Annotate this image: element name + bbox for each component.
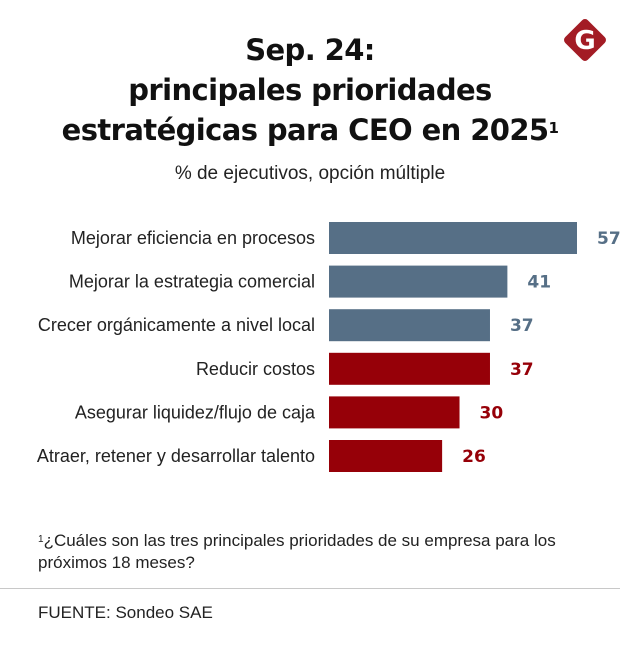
- footnote: 1¿Cuáles son las tres principales priori…: [38, 530, 578, 574]
- bar: [329, 265, 508, 298]
- footnote-text: ¿Cuáles son las tres principales priorid…: [38, 531, 556, 572]
- bar: [329, 396, 460, 429]
- category-label: Crecer orgánicamente a nivel local: [38, 315, 315, 335]
- bar-row: Crecer orgánicamente a nivel local 37: [38, 309, 534, 342]
- footnote-marker: 1: [38, 534, 44, 545]
- bar-row: Reducir costos 37: [196, 352, 534, 385]
- chart-subtitle: % de ejecutivos, opción múltiple: [174, 163, 446, 184]
- bar: [329, 222, 577, 254]
- bar-row: Mejorar la estrategia comercial 41: [69, 265, 551, 298]
- value-label: 26: [462, 447, 486, 467]
- value-label: 57: [597, 229, 620, 249]
- logo-diamond: [564, 19, 606, 61]
- category-label: Atraer, retener y desarrollar talento: [37, 446, 315, 466]
- bar-chart: Mejorar eficiencia en procesos 57Mejorar …: [37, 222, 620, 472]
- category-label: Mejorar la estrategia comercial: [69, 272, 315, 292]
- title-line-3-text: estratégicas para CEO en 2025: [61, 113, 549, 147]
- category-label: Reducir costos: [196, 359, 315, 379]
- bar: [329, 352, 490, 385]
- title-line-3: estratégicas para CEO en 20251: [0, 110, 620, 150]
- brand-logo-icon: G: [564, 19, 606, 61]
- value-label: 30: [480, 403, 504, 423]
- bar-row: Atraer, retener y desarrollar talento 26: [37, 440, 486, 472]
- title-footnote-marker: 1: [548, 119, 559, 137]
- value-label: 37: [510, 360, 534, 380]
- title-line-1: Sep. 24:: [245, 33, 375, 67]
- chart-title: Sep. 24: principales prioridades estraté…: [0, 30, 620, 150]
- title-line-2: principales prioridades: [128, 73, 492, 107]
- bar: [329, 309, 490, 342]
- category-label: Asegurar liquidez/flujo de caja: [75, 402, 316, 422]
- source-note: FUENTE: Sondeo SAE: [38, 603, 213, 622]
- category-label: Mejorar eficiencia en procesos: [71, 228, 315, 248]
- bar-row: Asegurar liquidez/flujo de caja 30: [75, 396, 504, 429]
- bar: [329, 440, 443, 472]
- value-label: 37: [510, 316, 534, 336]
- bar-row: Mejorar eficiencia en procesos 57: [71, 222, 620, 254]
- value-label: 41: [527, 273, 551, 293]
- divider: [0, 588, 620, 589]
- logo-letter: G: [574, 26, 595, 56]
